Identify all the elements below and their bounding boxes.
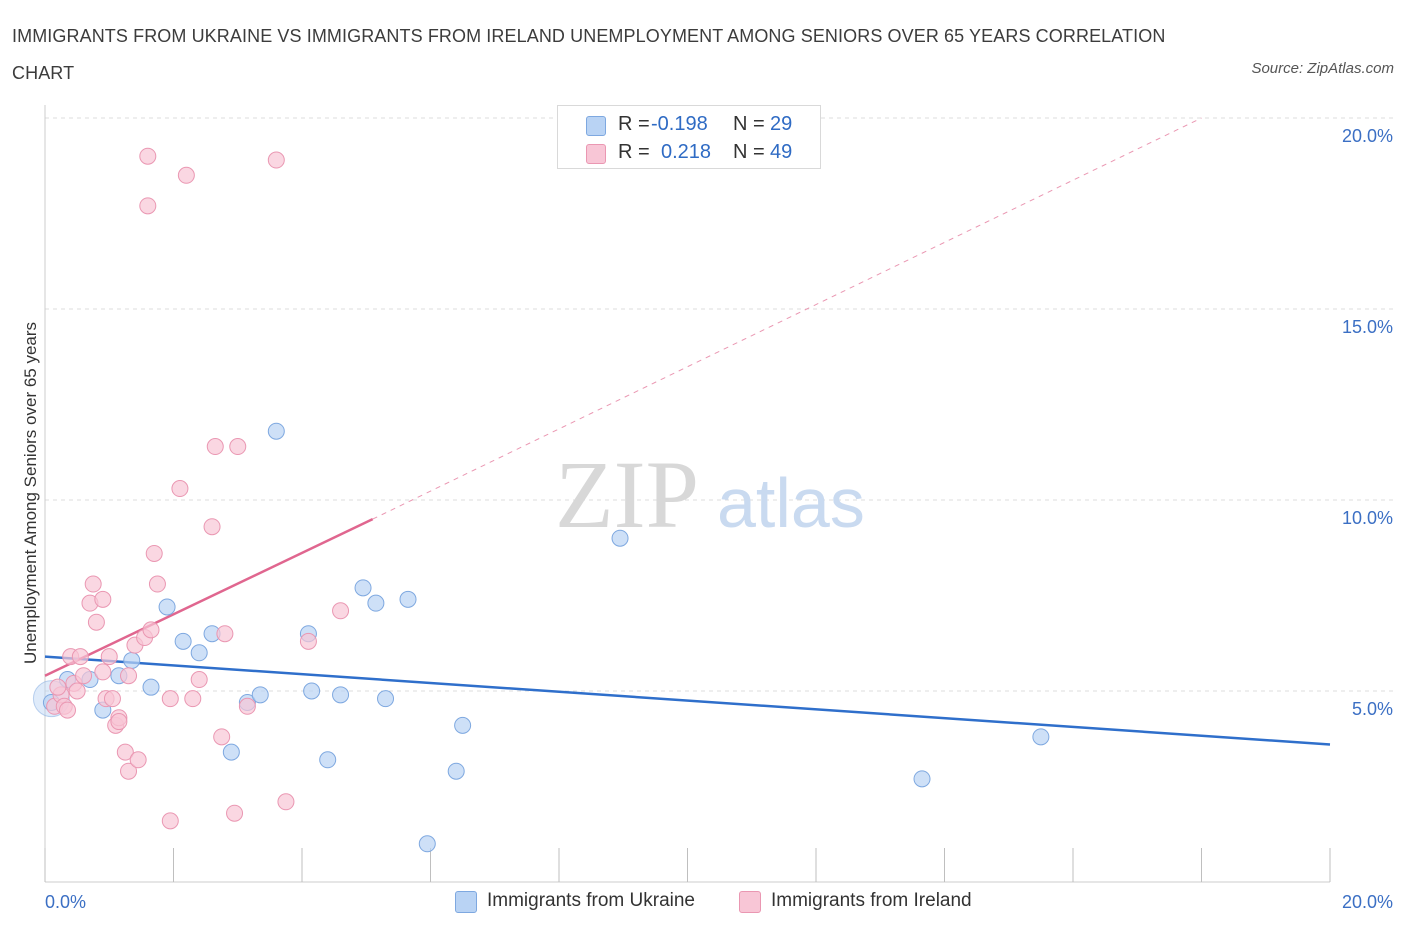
legend-swatch-ukraine <box>586 116 606 136</box>
point-ireland <box>177 166 195 184</box>
point-ukraine <box>123 651 141 669</box>
x-tick-label: 20.0% <box>1342 892 1393 912</box>
point-ireland <box>87 613 105 631</box>
point-ukraine <box>454 716 472 734</box>
legend-r-value-ireland: 0.218 <box>661 141 712 163</box>
legend-r-label: R = <box>618 113 650 135</box>
watermark-zip: ZIP <box>555 441 699 548</box>
legend-n-label: N = <box>733 113 765 135</box>
y-axis-label: Unemployment Among Seniors over 65 years <box>21 322 40 664</box>
point-ireland <box>206 438 224 456</box>
point-ireland <box>145 544 163 562</box>
point-ukraine <box>319 751 337 769</box>
legend-n-value-ireland: 49 <box>770 141 793 163</box>
point-ireland <box>161 812 179 830</box>
point-ireland <box>190 671 208 689</box>
point-ireland <box>226 804 244 822</box>
axes <box>44 105 1331 883</box>
point-ireland <box>120 667 138 685</box>
point-ukraine <box>303 682 321 700</box>
point-ireland <box>238 697 256 715</box>
x-tick-labels: 0.0% 20.0% <box>45 892 1393 912</box>
watermark: ZIP atlas <box>555 441 865 548</box>
trend-lines <box>44 117 1331 746</box>
trendline-ireland <box>44 517 374 677</box>
point-ireland <box>103 690 121 708</box>
point-ireland <box>68 682 86 700</box>
trendline-ukraine <box>44 655 1331 746</box>
legend-n-label: N = <box>733 141 765 163</box>
legend-swatch-ukraine <box>455 891 477 913</box>
point-ukraine <box>399 590 417 608</box>
point-ukraine <box>251 686 269 704</box>
point-ireland <box>142 621 160 639</box>
point-ukraine <box>190 644 208 662</box>
y-tick-label: 20.0% <box>1342 126 1393 146</box>
point-ireland <box>58 701 76 719</box>
point-ukraine <box>267 422 285 440</box>
point-ukraine <box>377 690 395 708</box>
point-ukraine <box>142 678 160 696</box>
point-ireland <box>110 713 128 731</box>
point-ireland <box>171 480 189 498</box>
point-ireland <box>94 663 112 681</box>
point-ireland <box>129 751 147 769</box>
point-ireland <box>75 667 93 685</box>
point-ireland <box>94 590 112 608</box>
point-ireland <box>139 197 157 215</box>
legend-n-value-ukraine: 29 <box>770 113 793 135</box>
data-points <box>32 147 1050 853</box>
grid-lines <box>45 117 1395 692</box>
point-ireland <box>267 151 285 169</box>
point-ireland <box>71 648 89 666</box>
point-ireland <box>216 625 234 643</box>
legend-row-ukraine: R = -0.198 N = 29 <box>558 111 820 139</box>
point-ukraine <box>1032 728 1050 746</box>
legend-label-ireland: Immigrants from Ireland <box>771 890 972 911</box>
point-ireland <box>120 762 138 780</box>
point-ukraine <box>367 594 385 612</box>
point-ukraine <box>174 632 192 650</box>
point-ireland <box>139 147 157 165</box>
source-label: Source: ZipAtlas.com <box>1251 60 1394 77</box>
y-tick-labels: 5.0% 10.0% 15.0% 20.0% <box>1342 126 1393 719</box>
point-ireland <box>213 728 231 746</box>
point-ireland <box>332 602 350 620</box>
trendline-ireland-extended <box>372 117 1202 520</box>
y-tick-label: 10.0% <box>1342 508 1393 528</box>
point-ireland <box>116 743 134 761</box>
point-ukraine <box>447 762 465 780</box>
point-ireland <box>277 793 295 811</box>
watermark-atlas: atlas <box>717 464 865 542</box>
point-ireland <box>100 648 118 666</box>
point-ukraine <box>222 743 240 761</box>
point-ukraine <box>158 598 176 616</box>
point-ireland <box>184 690 202 708</box>
point-ireland <box>84 575 102 593</box>
point-ireland <box>203 518 221 536</box>
legend-swatch-ireland <box>739 891 761 913</box>
stats-legend: R = -0.198 N = 29 R = 0.218 N = 49 <box>557 105 821 169</box>
point-ukraine <box>418 835 436 853</box>
x-tick-label: 0.0% <box>45 892 86 912</box>
point-ireland <box>229 438 247 456</box>
y-tick-label: 15.0% <box>1342 317 1393 337</box>
point-ireland <box>161 690 179 708</box>
y-tick-label: 5.0% <box>1352 699 1393 719</box>
legend-r-value-ukraine: -0.198 <box>651 113 708 135</box>
point-ukraine <box>332 686 350 704</box>
legend-swatch-ireland <box>586 144 606 164</box>
series-legend: Immigrants from Ukraine Immigrants from … <box>0 888 1406 916</box>
point-ireland <box>49 678 67 696</box>
point-ireland <box>148 575 166 593</box>
legend-r-label: R = <box>618 141 650 163</box>
point-ireland <box>299 632 317 650</box>
point-ukraine <box>611 529 629 547</box>
legend-label-ukraine: Immigrants from Ukraine <box>487 890 695 911</box>
chart-title: IMMIGRANTS FROM UKRAINE VS IMMIGRANTS FR… <box>12 26 1166 83</box>
point-ukraine <box>913 770 931 788</box>
legend-row-ireland: R = 0.218 N = 49 <box>558 139 820 167</box>
point-ukraine <box>354 579 372 597</box>
